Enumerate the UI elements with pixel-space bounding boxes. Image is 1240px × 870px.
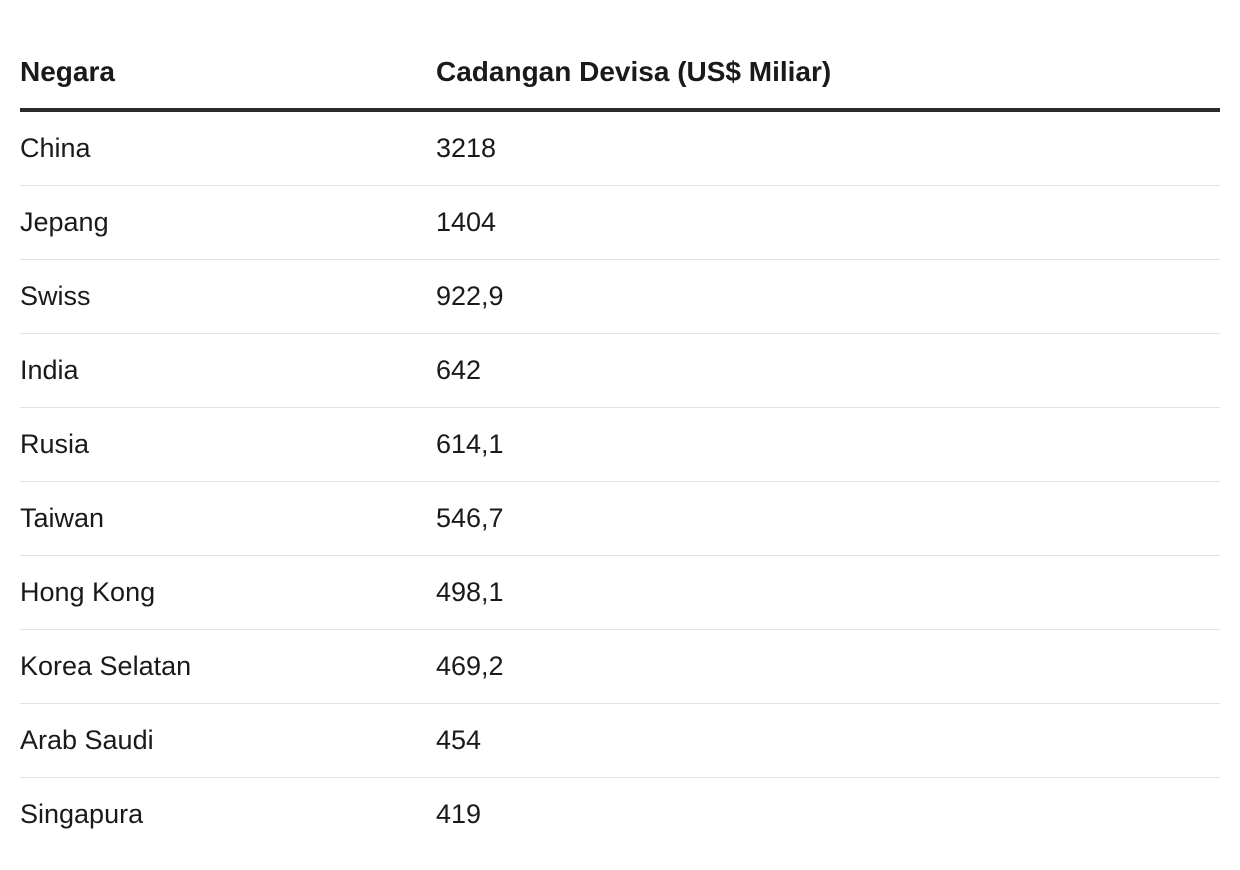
cell-reserves: 469,2 bbox=[436, 629, 1220, 704]
cell-reserves: 498,1 bbox=[436, 555, 1220, 630]
table-row: Korea Selatan 469,2 bbox=[20, 629, 1220, 704]
table-row: Jepang 1404 bbox=[20, 185, 1220, 260]
cell-reserves: 642 bbox=[436, 333, 1220, 408]
cell-country: Arab Saudi bbox=[20, 703, 436, 778]
table-row: India 642 bbox=[20, 333, 1220, 408]
cell-reserves: 546,7 bbox=[436, 481, 1220, 556]
cell-country: Korea Selatan bbox=[20, 629, 436, 704]
cell-reserves: 454 bbox=[436, 703, 1220, 778]
table-container: Negara Cadangan Devisa (US$ Miliar) Chin… bbox=[20, 36, 1220, 851]
table-row: Singapura 419 bbox=[20, 778, 1220, 852]
cell-country: India bbox=[20, 333, 436, 408]
cell-reserves: 614,1 bbox=[436, 407, 1220, 482]
header-reserves[interactable]: Cadangan Devisa (US$ Miliar) bbox=[436, 36, 1220, 112]
cell-reserves: 3218 bbox=[436, 110, 1220, 186]
forex-reserves-table: Negara Cadangan Devisa (US$ Miliar) Chin… bbox=[20, 36, 1220, 851]
table-row: Rusia 614,1 bbox=[20, 407, 1220, 482]
cell-country: Swiss bbox=[20, 259, 436, 334]
cell-country: China bbox=[20, 110, 436, 186]
cell-country: Rusia bbox=[20, 407, 436, 482]
header-country[interactable]: Negara bbox=[20, 36, 436, 112]
table-row: Arab Saudi 454 bbox=[20, 703, 1220, 778]
cell-country: Taiwan bbox=[20, 481, 436, 556]
cell-country: Singapura bbox=[20, 799, 144, 829]
table-row: Swiss 922,9 bbox=[20, 259, 1220, 334]
table-header-row: Negara Cadangan Devisa (US$ Miliar) bbox=[20, 36, 1220, 112]
table-row: Taiwan 546,7 bbox=[20, 481, 1220, 556]
cell-country: Jepang bbox=[20, 185, 436, 260]
table-row: Hong Kong 498,1 bbox=[20, 555, 1220, 630]
cell-reserves: 922,9 bbox=[436, 259, 1220, 334]
cell-reserves: 1404 bbox=[436, 185, 1220, 260]
table-row: China 3218 bbox=[20, 110, 1220, 186]
cell-reserves: 419 bbox=[436, 799, 482, 829]
cell-country: Hong Kong bbox=[20, 555, 436, 630]
